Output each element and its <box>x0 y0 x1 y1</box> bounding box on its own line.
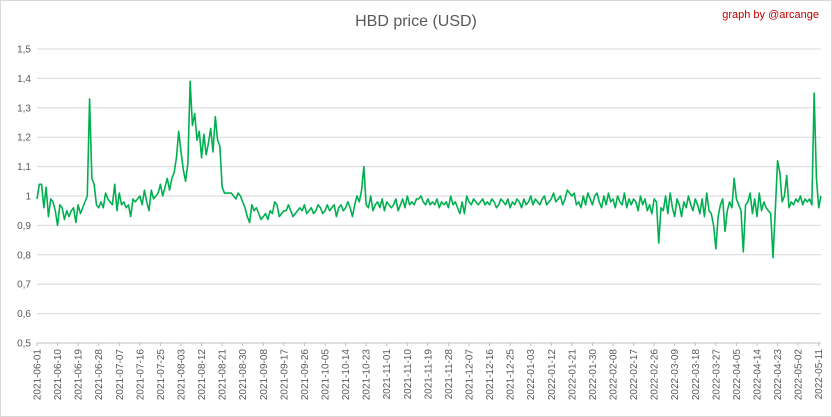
y-tick-label: 1,5 <box>17 45 31 56</box>
x-tick-label: 2022-03-18 <box>691 349 702 401</box>
x-tick-label: 2021-11-19 <box>423 349 434 400</box>
x-tick-label: 2021-11-01 <box>382 349 393 400</box>
y-tick-label: 1,2 <box>17 133 31 144</box>
x-tick-label: 2022-03-09 <box>670 349 681 401</box>
x-tick-label: 2021-06-19 <box>74 349 85 401</box>
x-tick-label: 2021-12-25 <box>506 349 517 401</box>
y-tick-label: 1,1 <box>17 162 31 173</box>
x-tick-label: 2021-10-05 <box>321 349 332 401</box>
hbd-price-line <box>36 80 822 259</box>
y-tick-label: 0,5 <box>17 339 31 350</box>
y-tick-label: 1,4 <box>17 74 31 85</box>
x-tick-label: 2021-11-10 <box>403 349 414 400</box>
y-tick-label: 1 <box>25 192 31 203</box>
x-tick-label: 2021-10-14 <box>341 349 352 401</box>
y-tick-label: 1,3 <box>17 103 31 114</box>
x-tick-label: 2021-08-30 <box>238 349 249 401</box>
x-tick-label: 2022-01-03 <box>526 349 537 401</box>
x-tick-label: 2022-01-12 <box>547 349 558 401</box>
x-tick-label: 2021-08-21 <box>218 349 229 401</box>
x-tick-label: 2021-06-01 <box>33 349 44 401</box>
x-axis: 2021-06-01 2021-06-10 2021-06-19 2021-06-28… <box>33 342 825 401</box>
x-tick-label: 2021-09-17 <box>279 349 290 401</box>
x-tick-label: 2021-09-26 <box>300 349 311 401</box>
x-tick-label: 2021-08-03 <box>177 349 188 401</box>
y-axis: 0,5 0,6 0,7 0,8 0,9 1 1,1 1,2 1,3 1,4 1,5 <box>17 45 31 350</box>
x-tick-label: 2021-07-25 <box>156 349 167 401</box>
y-tick-label: 0,8 <box>17 250 31 261</box>
x-tick-label: 2022-04-23 <box>773 349 784 401</box>
x-tick-label: 2021-07-16 <box>135 349 146 401</box>
y-tick-label: 0,7 <box>17 280 31 291</box>
x-tick-label: 2022-03-27 <box>711 349 722 401</box>
x-tick-label: 2022-02-17 <box>629 349 640 401</box>
x-tick-label: 2021-10-23 <box>362 349 373 401</box>
x-tick-label: 2021-09-08 <box>259 349 270 401</box>
x-tick-label: 2022-01-30 <box>588 349 599 401</box>
chart-title: HBD price (USD) <box>355 13 477 30</box>
x-tick-label: 2021-06-10 <box>53 349 64 401</box>
x-tick-label: 2021-11-28 <box>444 349 455 400</box>
x-tick-label: 2021-08-12 <box>197 349 208 401</box>
x-tick-label: 2022-02-26 <box>650 349 661 401</box>
x-tick-label: 2022-01-21 <box>567 349 578 401</box>
x-tick-label: 2021-12-16 <box>485 349 496 401</box>
x-tick-label: 2021-06-28 <box>94 349 105 401</box>
x-tick-label: 2022-05-02 <box>794 349 805 401</box>
y-tick-label: 0,6 <box>17 309 31 320</box>
x-tick-label: 2022-02-08 <box>609 349 620 401</box>
x-tick-label: 2021-07-07 <box>115 349 126 401</box>
x-tick-label: 2021-12-07 <box>465 349 476 401</box>
y-tick-label: 0,9 <box>17 221 31 232</box>
x-tick-label: 2022-04-05 <box>732 349 743 401</box>
x-tick-label: 2022-04-14 <box>753 349 764 401</box>
x-tick-label: 2022-05-11 <box>814 349 825 400</box>
credit-label: graph by @arcange <box>722 9 819 21</box>
grid-lines <box>37 48 821 344</box>
